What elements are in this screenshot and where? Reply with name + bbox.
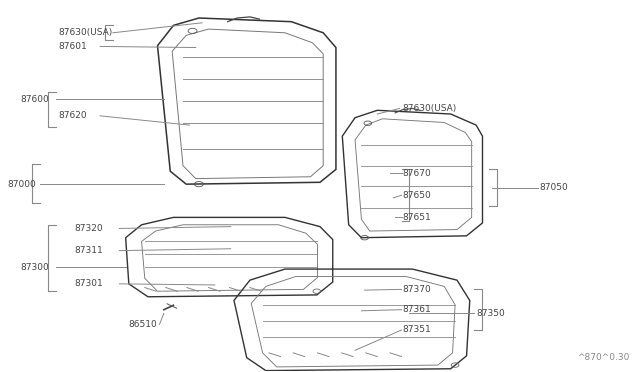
Text: 87311: 87311 <box>75 246 104 255</box>
Text: 87050: 87050 <box>540 183 568 192</box>
Text: 87300: 87300 <box>20 263 49 272</box>
Text: 87650: 87650 <box>403 191 431 200</box>
Text: ^870^0.30: ^870^0.30 <box>577 353 629 362</box>
Text: 87600: 87600 <box>20 95 49 104</box>
Text: 87601: 87601 <box>59 42 88 51</box>
Text: 87620: 87620 <box>59 111 88 121</box>
Text: 87651: 87651 <box>403 213 431 222</box>
Text: 87670: 87670 <box>403 169 431 177</box>
Text: 87361: 87361 <box>403 305 431 314</box>
Text: 87350: 87350 <box>476 309 505 318</box>
Text: 87320: 87320 <box>75 224 103 233</box>
Text: 87301: 87301 <box>75 279 104 288</box>
Text: 86510: 86510 <box>129 320 157 329</box>
Text: 87351: 87351 <box>403 326 431 334</box>
Text: 87000: 87000 <box>8 180 36 189</box>
Text: 87370: 87370 <box>403 285 431 294</box>
Text: 87630(USA): 87630(USA) <box>403 104 457 113</box>
Text: 87630(USA): 87630(USA) <box>59 28 113 37</box>
